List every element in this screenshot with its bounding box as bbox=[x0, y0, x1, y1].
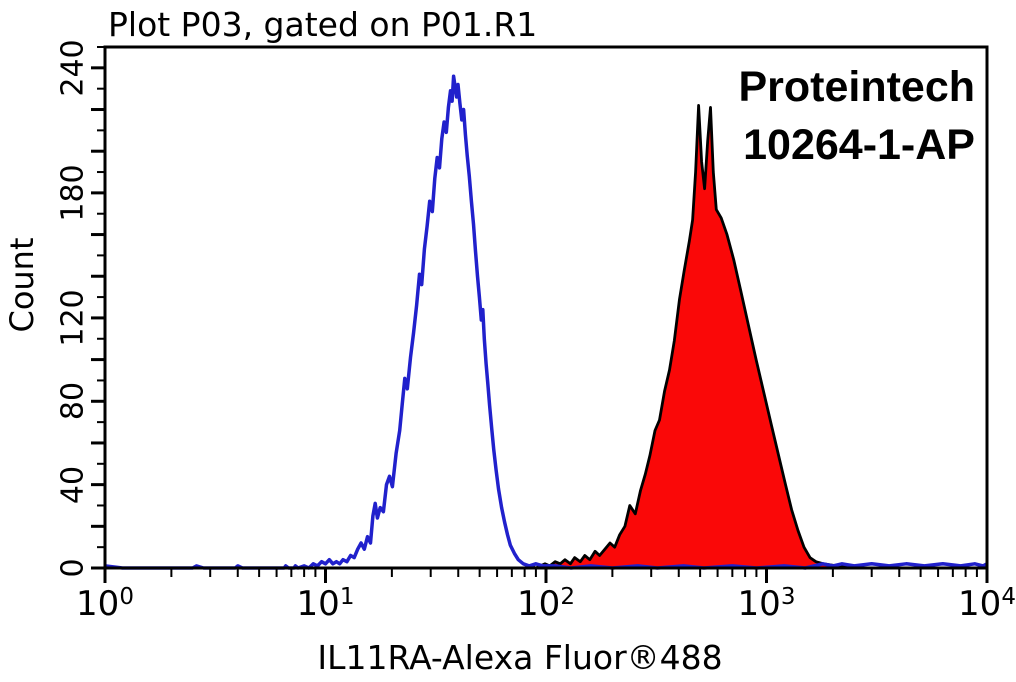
y-tick-label: 40 bbox=[55, 465, 91, 504]
x-tick-base: 10 bbox=[958, 584, 1002, 624]
catalog-number: 10264-1-AP bbox=[743, 121, 975, 170]
y-axis-title: Count bbox=[3, 237, 41, 333]
x-tick-label: 104 bbox=[958, 584, 1016, 624]
x-tick-label: 102 bbox=[517, 584, 575, 624]
chart-title: Plot P03, gated on P01.R1 bbox=[108, 5, 538, 44]
x-tick-base: 10 bbox=[737, 584, 781, 624]
y-tick-label: 240 bbox=[55, 39, 91, 97]
x-tick-exponent: 1 bbox=[339, 584, 355, 610]
x-tick-base: 10 bbox=[517, 584, 561, 624]
x-tick-base: 10 bbox=[296, 584, 340, 624]
x-tick-exponent: 2 bbox=[560, 584, 575, 610]
x-tick-base: 10 bbox=[76, 584, 120, 624]
vendor-annotation: Proteintech 10264-1-AP bbox=[738, 58, 975, 174]
x-tick-label: 103 bbox=[738, 584, 796, 624]
y-tick-label: 0 bbox=[55, 558, 91, 578]
y-tick-label: 120 bbox=[55, 289, 91, 347]
x-tick-label: 101 bbox=[297, 584, 355, 624]
y-tick-label: 180 bbox=[55, 164, 91, 222]
x-tick-exponent: 3 bbox=[780, 584, 796, 610]
x-tick-label: 100 bbox=[76, 584, 134, 624]
x-axis-title: IL11RA-Alexa Fluor®488 bbox=[317, 638, 723, 677]
red-filled-histogram-curve bbox=[523, 104, 874, 570]
y-tick-label: 80 bbox=[55, 382, 91, 421]
vendor-name: Proteintech bbox=[738, 63, 975, 111]
x-tick-exponent: 0 bbox=[119, 584, 134, 610]
x-tick-exponent: 4 bbox=[1001, 584, 1016, 610]
